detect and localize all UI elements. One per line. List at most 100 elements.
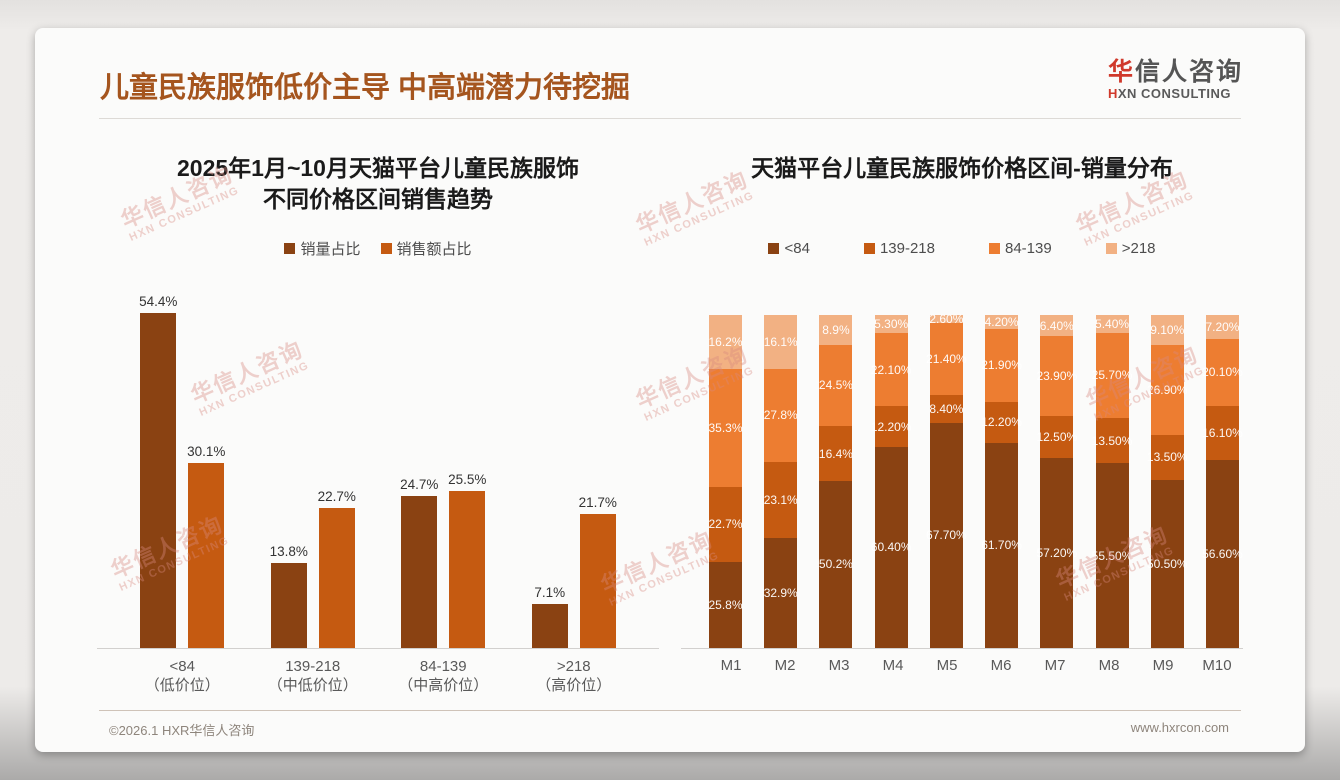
segment-value-label: 16.10% (1202, 425, 1243, 440)
x-axis-label-line2: （中低价位） (267, 677, 358, 694)
stack-segment: 12.20% (871, 406, 912, 447)
x-axis-label: 139-218 （中低价位） (253, 657, 373, 695)
x-axis-label: M5 (936, 657, 958, 674)
stacked-bar-M7: 57.20% 12.50% 23.90% 6.40% (1036, 315, 1077, 648)
legend-swatch (768, 242, 780, 254)
legend-swatch (380, 242, 392, 254)
stack-segment: 16.10% (1202, 405, 1243, 460)
stacked-bar-M4: 60.40% 12.20% 22.10% 5.30% (871, 315, 912, 648)
stacked-bar-M2: 32.9% 23.1% 27.8% 16.1% (763, 315, 798, 648)
left-chart-plot: 54.4% 30.1% 13.8% 22.7% 24.7% 25.5% 7.1% 21.7% (97, 257, 659, 649)
segment-value-label: 13.50% (1091, 433, 1133, 448)
stacked-bar-M6: 61.70% 12.20% 21.90% 4.20% (981, 315, 1022, 648)
stack-segment: 22.7% (708, 486, 743, 563)
segment-value-label: 25.8% (708, 598, 743, 613)
segment-value-label: 16.1% (763, 335, 798, 350)
bar-column: 30.1% (187, 443, 226, 648)
legend-item: >218 (1105, 239, 1156, 257)
bar-column: 21.7% (578, 495, 617, 648)
segment-value-label: 56.60% (1202, 546, 1243, 561)
bar-column: 22.7% (317, 489, 356, 648)
bar-rect (188, 462, 225, 648)
bar-column: 25.5% (448, 471, 487, 648)
x-axis-label: 84-139 （中高价位） (383, 657, 503, 695)
stack-segment: 12.50% (1036, 415, 1077, 458)
bar-value-label: 54.4% (139, 293, 178, 309)
segment-value-label: 8.40% (929, 401, 964, 416)
segment-value-label: 60.40% (870, 540, 912, 555)
bar-value-label: 30.1% (187, 443, 226, 459)
segment-value-label: 12.50% (1036, 429, 1078, 444)
stack-segment: 4.20% (985, 315, 1019, 330)
stack-segment: 23.90% (1036, 336, 1077, 416)
stack-segment: 21.40% (926, 323, 967, 395)
segment-value-label: 12.20% (981, 415, 1022, 430)
segment-value-label: 21.90% (981, 358, 1022, 373)
segment-value-label: 20.10% (1202, 365, 1243, 380)
legend-item: 销售额占比 (380, 238, 472, 259)
footer-divider (99, 710, 1241, 711)
x-axis-label: M10 (1202, 657, 1232, 674)
segment-value-label: 21.40% (926, 351, 967, 366)
bar-rect (531, 604, 568, 648)
header-divider (99, 118, 1241, 119)
stack-segment: 57.20% (1036, 457, 1077, 648)
x-axis-label: M9 (1152, 657, 1174, 674)
stack-segment: 7.20% (1205, 315, 1240, 340)
stack-segment: 20.10% (1202, 339, 1243, 406)
bar-column: 54.4% (139, 293, 178, 648)
segment-value-label: 7.20% (1205, 320, 1240, 335)
x-axis-label: M6 (990, 657, 1012, 674)
x-axis-label: M1 (720, 657, 742, 674)
logo-accent-letter: H (1107, 86, 1118, 101)
legend-item: 139-218 (863, 240, 935, 257)
segment-value-label: 9.10% (1150, 323, 1185, 338)
stack-segment: 2.60% (929, 311, 964, 326)
stack-segment: 21.90% (981, 329, 1022, 402)
right-chart-legend: <84 139-218 84-139 >218 (681, 239, 1243, 257)
legend-label: >218 (1121, 239, 1156, 257)
x-axis-label-line1: 84-139 (419, 658, 467, 675)
stacked-bar-M8: 55.50% 13.50% 25.70% 5.40% (1092, 314, 1132, 648)
bar-rect (401, 495, 438, 648)
segment-value-label: 22.10% (870, 362, 912, 377)
logo-en-rest: XN CONSULTING (1117, 86, 1232, 101)
legend-label: 84-139 (1005, 239, 1052, 257)
grouped-bar-chart: 2025年1月~10月天猫平台儿童民族服饰 不同价格区间销售趋势 销量占比 销售额占… (97, 153, 659, 695)
segment-value-label: 16.2% (708, 335, 743, 350)
x-axis-label: M8 (1098, 657, 1120, 674)
bar-value-label: 21.7% (578, 495, 617, 511)
bar-value-label: 22.7% (317, 489, 356, 505)
legend-label: 销售额占比 (396, 240, 472, 258)
bar-column: 13.8% (270, 544, 308, 648)
left-chart-x-axis: <84 （低价位） 139-218 （中低价位） 84-139 （中高价位） >218 （高价… (97, 657, 659, 695)
stack-segment: 25.70% (1092, 332, 1132, 419)
segment-value-label: 22.7% (708, 517, 743, 532)
stack-segment: 8.9% (819, 315, 853, 345)
x-axis-label: M3 (828, 657, 850, 674)
segment-value-label: 5.30% (874, 316, 909, 331)
bar-value-label: 7.1% (534, 585, 566, 601)
x-axis-label: M4 (882, 657, 904, 674)
stack-segment: 23.1% (763, 461, 798, 539)
stack-segment: 26.90% (1147, 345, 1188, 435)
bar-rect (449, 490, 486, 648)
bar-group: 13.8% 22.7% (270, 489, 356, 648)
segment-value-label: 13.50% (1146, 450, 1188, 465)
logo-name-rest: 信人咨询 (1134, 58, 1243, 86)
stack-segment: 13.50% (1147, 434, 1188, 480)
logo-chinese-name: 华信人咨询 (1108, 58, 1243, 86)
legend-swatch (989, 242, 1000, 254)
stack-segment: 6.40% (1040, 315, 1074, 337)
segment-value-label: 67.70% (926, 528, 967, 543)
right-chart-x-axis: M1 M2 M3 M4 M5 M6 M7 M8 M9 M10 (681, 657, 1243, 674)
bar-value-label: 25.5% (448, 471, 487, 487)
bar-rect (579, 514, 616, 648)
segment-value-label: 2.60% (929, 311, 964, 326)
legend-item: 84-139 (989, 240, 1052, 257)
logo-english-name: HXN CONSULTING (1108, 86, 1243, 102)
copyright-text: ©2026.1 HXR华信人咨询 (109, 723, 255, 738)
stack-segment: 50.50% (1147, 479, 1188, 648)
stack-segment: 16.4% (819, 426, 853, 481)
segment-value-label: 23.1% (763, 492, 798, 507)
